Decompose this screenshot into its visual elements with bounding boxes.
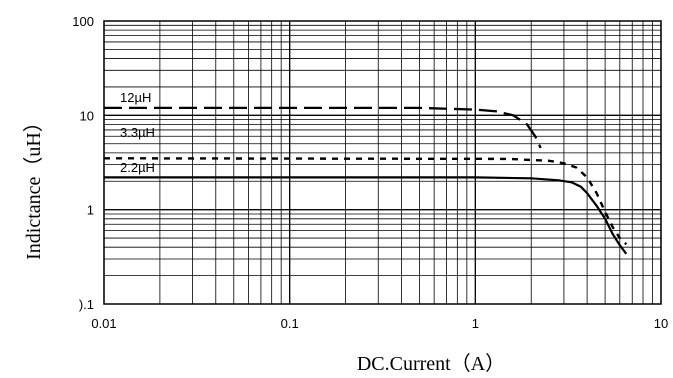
series-label: 12µH [120, 90, 151, 105]
x-tick-label: 1 [472, 316, 479, 331]
x-tick-label: 0.1 [281, 316, 299, 331]
y-axis-title: Indictance（uH） [22, 112, 45, 260]
y-tick-label: ).1 [79, 297, 94, 312]
series-line-solid [104, 176, 628, 255]
plot-frame [103, 20, 662, 305]
series-label: 2.2µH [120, 160, 155, 175]
y-tick-label: 1 [87, 203, 94, 218]
x-tick-label: 0.01 [91, 316, 116, 331]
series-line-short-dash [103, 157, 628, 246]
y-tick-label: 10 [80, 108, 94, 123]
x-axis-title: DC.Current（A） [357, 352, 505, 375]
series-layer [103, 106, 628, 255]
series-labels: 12µH 3.3µH 2.2µH [120, 90, 155, 175]
grid-lines [103, 20, 662, 305]
series-label: 3.3µH [120, 125, 155, 140]
series-line-long-dash [104, 106, 542, 149]
y-tick-labels: 100 10 1 ).1 [72, 14, 94, 312]
y-tick-label: 100 [72, 14, 94, 29]
x-tick-label: 10 [654, 316, 668, 331]
x-tick-labels: 0.01 0.1 1 10 [91, 316, 668, 331]
